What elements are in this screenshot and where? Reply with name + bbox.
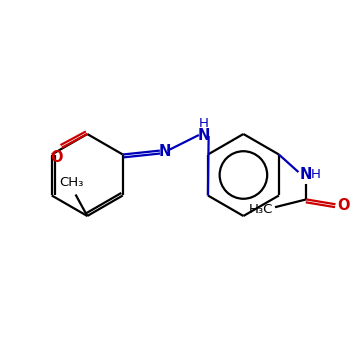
Text: H: H: [199, 117, 209, 130]
Text: O: O: [50, 150, 62, 165]
Text: H: H: [311, 168, 321, 181]
Text: O: O: [337, 198, 350, 213]
Text: N: N: [159, 144, 171, 159]
Text: N: N: [197, 128, 210, 143]
Text: H₃C: H₃C: [249, 203, 274, 216]
Text: CH₃: CH₃: [60, 176, 84, 189]
Text: N: N: [300, 167, 313, 182]
